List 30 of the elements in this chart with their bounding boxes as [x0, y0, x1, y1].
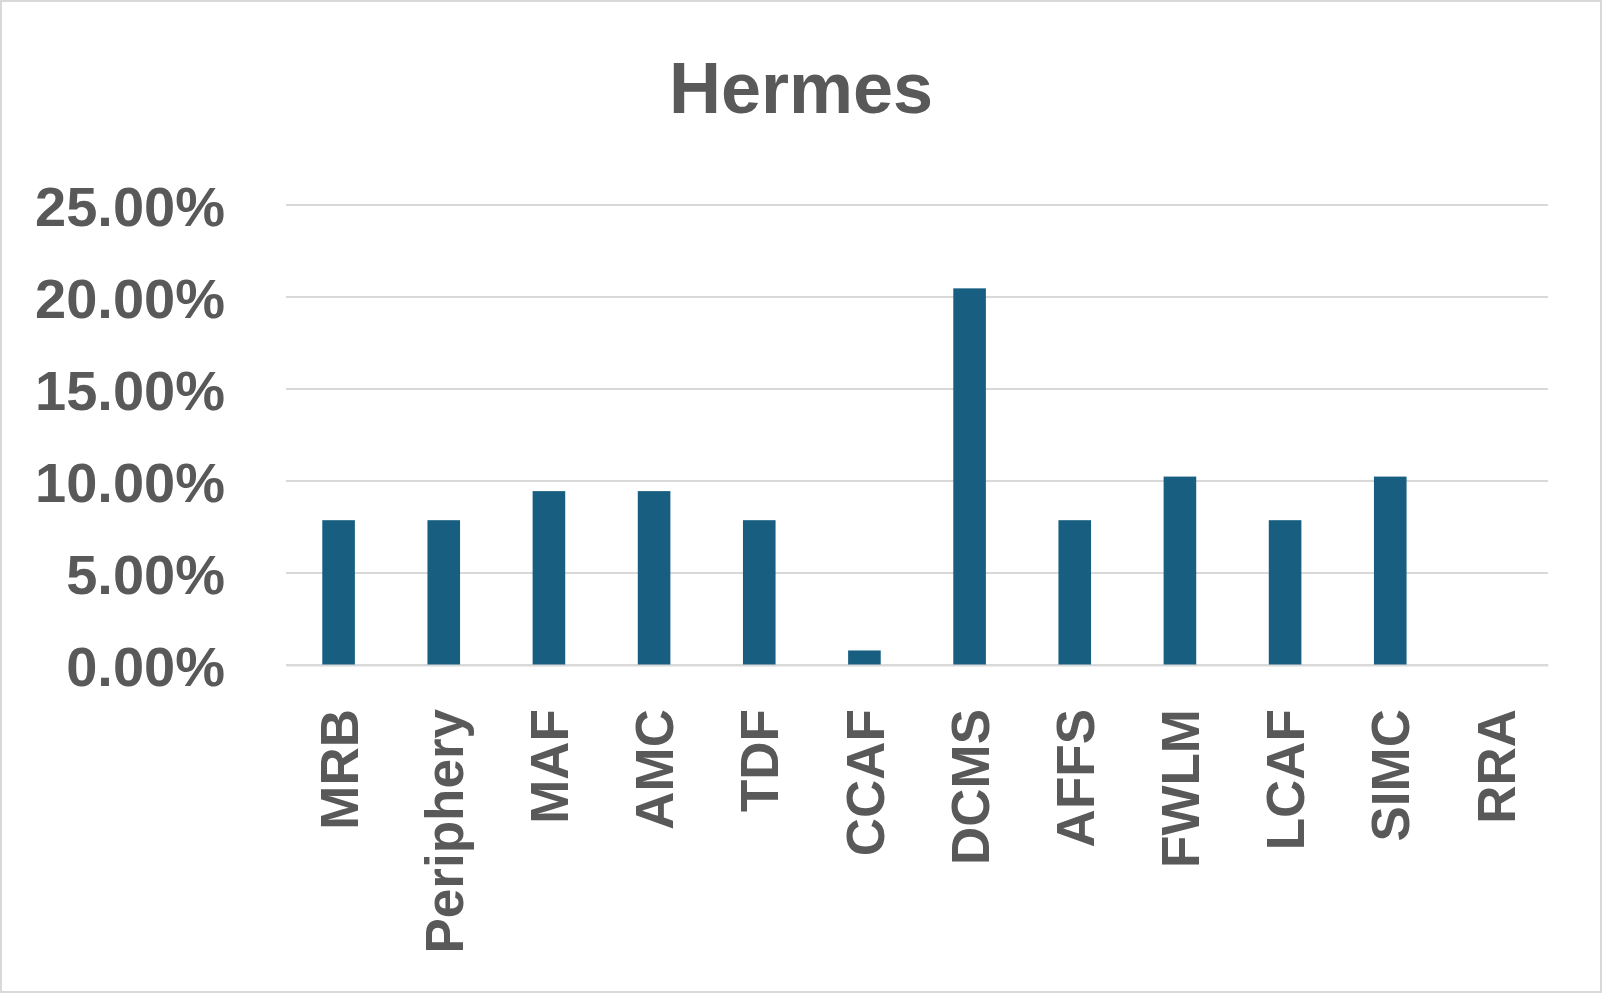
bar [322, 520, 355, 665]
x-tick-label: LCAF [1256, 709, 1316, 851]
bar [953, 288, 986, 665]
bar [1058, 520, 1092, 665]
x-tick-label: FWLM [1151, 709, 1210, 868]
bar [1163, 476, 1197, 665]
bar [532, 491, 566, 665]
bar [1373, 476, 1407, 665]
x-tick-label: DCMS [940, 709, 1000, 866]
x-tick-label: MAF [520, 709, 579, 824]
x-tick-label: SIMC [1361, 709, 1421, 842]
bar [742, 520, 776, 665]
x-tick-label: CCAF [835, 709, 895, 857]
x-tick-label: TDF [730, 709, 790, 813]
x-tick-label: MRB [309, 709, 369, 830]
y-tick-label: 25.00% [35, 174, 225, 238]
x-tick-label: AMC [625, 709, 685, 830]
y-tick-label: 5.00% [66, 542, 225, 606]
bar [848, 650, 881, 665]
y-tick-label: 20.00% [35, 266, 225, 330]
y-tick-label: 0.00% [66, 634, 225, 698]
y-tick-label: 10.00% [35, 450, 225, 514]
x-tick-label: Periphery [414, 708, 474, 954]
y-tick-label: 15.00% [35, 358, 225, 422]
chart-title: Hermes [668, 48, 934, 128]
x-tick-label: AFFS [1045, 709, 1105, 848]
bar [1268, 520, 1302, 665]
bar [427, 520, 461, 665]
x-tick-label: RRA [1466, 709, 1526, 824]
bar [637, 491, 671, 665]
